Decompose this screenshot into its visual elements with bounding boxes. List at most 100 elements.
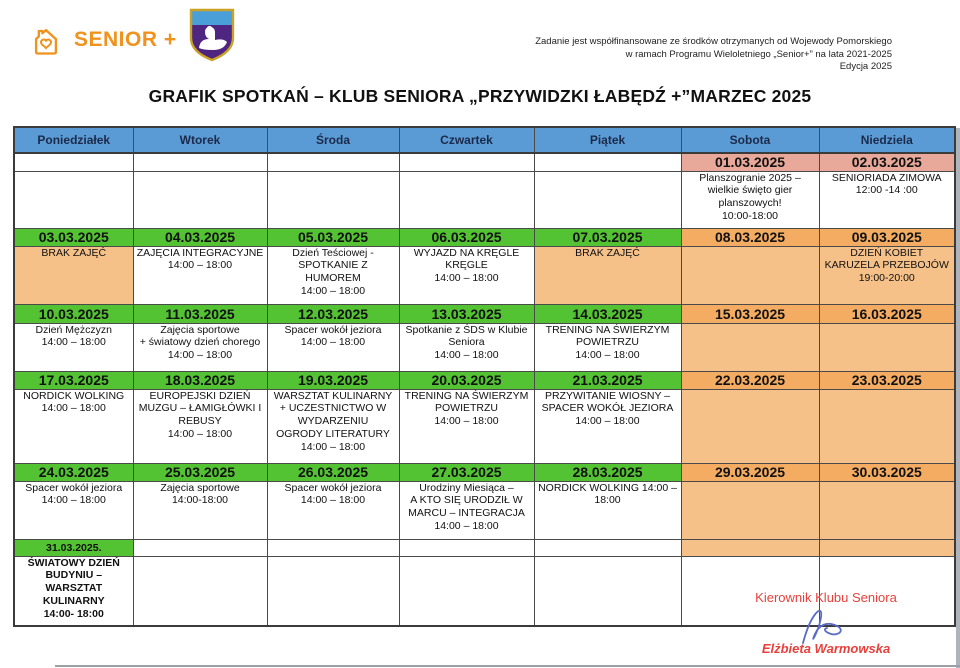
- calendar-cell: 02.03.2025: [818, 152, 956, 172]
- day-header: Czwartek: [398, 126, 535, 154]
- cell-line: 18.03.2025: [164, 372, 236, 388]
- cell-line: 14:00 – 18:00: [434, 519, 499, 532]
- cell-line: planszowych!: [718, 197, 782, 210]
- calendar-cell: [680, 480, 820, 540]
- calendar-cell: [680, 388, 820, 464]
- signature-block: Kierownik Klubu Seniora Elżbieta Warmows…: [700, 590, 952, 656]
- page-title: GRAFIK SPOTKAŃ – KLUB SENIORA „PRZYWIDZK…: [148, 86, 812, 106]
- calendar-cell: 01.03.2025: [680, 152, 820, 172]
- cell-line: 19:00-20:00: [858, 272, 915, 285]
- calendar-row: 01.03.2025 02.03.2025: [13, 152, 956, 172]
- calendar-cell: WARSZTAT KULINARNY + UCZESTNICTWO W WYDARZ…: [266, 388, 400, 464]
- cell-line: Zajęcia sportowe: [160, 481, 240, 494]
- calendar-cell: 13.03.2025: [398, 303, 535, 324]
- calendar-cell: Urodziny Miesiąca – A KTO SIĘ URODZIŁ W MA…: [398, 480, 535, 540]
- calendar-cell: [398, 152, 535, 172]
- calendar-cell: [266, 152, 400, 172]
- cell-line: Spacer wokół jeziora: [284, 323, 382, 336]
- calendar-row: BRAK ZAJĘĆ ZAJĘCIA INTEGRACYJNE 14:00 – 18…: [13, 245, 956, 305]
- cell-line: 13.03.2025: [431, 305, 502, 322]
- calendar-cell: Spacer wokół jeziora 14:00 – 18:00: [266, 322, 400, 372]
- calendar-cell: Spotkanie z ŚDS w Klubie Seniora 14:00 – 1…: [398, 322, 535, 372]
- cell-line: 16.03.2025: [851, 305, 922, 322]
- calendar-cell: 23.03.2025: [818, 370, 956, 390]
- calendar-cell: 17.03.2025: [13, 370, 134, 390]
- cell-line: SPOTKANIE Z: [298, 259, 368, 272]
- calendar-cell: 22.03.2025: [680, 370, 820, 390]
- cell-line: 14:00 – 18:00: [167, 349, 233, 362]
- logo-group: SENIOR +: [28, 8, 237, 62]
- calendar-cell: [533, 170, 682, 229]
- funding-note-line: w ramach Programu Wieloletniego „Senior+…: [625, 48, 892, 60]
- cell-line: BRAK ZAJĘĆ: [575, 246, 640, 259]
- cell-line: PRZYWITANIE WIOSNY –: [544, 389, 671, 402]
- calendar-cell: 10.03.2025: [13, 303, 134, 324]
- calendar-cell: Dzień Teściowej - SPOTKANIE Z HUMOREM 14:00…: [266, 245, 400, 305]
- cell-line: 10:00-18:00: [721, 209, 779, 222]
- calendar-cell: 05.03.2025: [266, 227, 400, 247]
- calendar-cell: [818, 322, 956, 372]
- cell-line: POWIETRZU: [435, 402, 498, 415]
- cell-line: Spacer wokół jeziora: [284, 481, 382, 494]
- cell-line: 17.03.2025: [38, 372, 109, 388]
- calendar-row: NORDICK WOLKING 14:00 – 18:00 EUROPEJSKI D…: [13, 388, 956, 464]
- calendar-cell: 28.03.2025: [533, 462, 682, 482]
- calendar-cell: [818, 480, 956, 540]
- scan-edge-artifact: [956, 128, 960, 668]
- cell-line: 03.03.2025: [38, 229, 109, 245]
- calendar-cell: ZAJĘCIA INTEGRACYJNE 14:00 – 18:00: [132, 245, 268, 305]
- cell-line: 10.03.2025: [38, 305, 109, 322]
- cell-line: Planszogranie 2025 –: [699, 171, 801, 184]
- calendar-cell: ŚWIATOWY DZIEŃ BUDYNIU – WARSZTAT KULINARNY…: [13, 555, 134, 627]
- calendar-row: 31.03.2025.: [13, 538, 956, 557]
- calendar-cell: [266, 555, 400, 627]
- calendar-cell: 11.03.2025: [132, 303, 268, 324]
- calendar-cell: [680, 538, 820, 557]
- cell-line: HUMOREM: [305, 272, 361, 285]
- calendar-row: ŚWIATOWY DZIEŃ BUDYNIU – WARSZTAT KULINARNY…: [13, 555, 956, 627]
- cell-line: POWIETRZU: [576, 336, 639, 349]
- cell-line: 14:00-18:00: [171, 494, 229, 507]
- calendar-cell: [398, 555, 535, 627]
- cell-line: TRENING NA ŚWIERZYM: [545, 323, 670, 336]
- calendar-cell: [680, 322, 820, 372]
- funding-note-line: Edycja 2025: [839, 61, 892, 72]
- calendar-row: 17.03.2025 18.03.2025 19.03.2025 20.03.2025…: [13, 370, 956, 390]
- calendar-cell: 12.03.2025: [266, 303, 400, 324]
- cell-line: 31.03.2025.: [46, 541, 102, 554]
- calendar-cell: PRZYWITANIE WIOSNY – SPACER WOKÓŁ JEZIORA…: [533, 388, 682, 464]
- cell-line: Seniora: [448, 336, 485, 349]
- calendar-cell: 27.03.2025: [398, 462, 535, 482]
- cell-line: 12:00 -14 :00: [855, 184, 918, 197]
- handwritten-signature-icon: [802, 610, 842, 644]
- cell-line: WYDARZENIU: [297, 415, 369, 428]
- cell-line: WYJAZD NA KRĘGLE: [413, 246, 520, 259]
- cell-line: 14:00 – 18:00: [575, 415, 640, 428]
- day-header: Poniedziałek: [13, 126, 134, 154]
- cell-line: 28.03.2025: [572, 464, 643, 480]
- calendar-cell: Spacer wokół jeziora 14:00 – 18:00: [266, 480, 400, 540]
- day-header: Wtorek: [132, 126, 268, 154]
- cell-line: WARSZTAT: [45, 582, 103, 595]
- calendar-cell: 20.03.2025: [398, 370, 535, 390]
- senior-plus-wordmark: SENIOR +: [74, 28, 177, 51]
- cell-line: 05.03.2025: [297, 229, 369, 245]
- calendar-cell: 07.03.2025: [533, 227, 682, 247]
- cell-line: 30.03.2025: [851, 464, 922, 480]
- funding-note: Zadanie jest współfinansowane ze środków…: [535, 36, 892, 74]
- calendar-cell: [398, 538, 535, 557]
- calendar-row: Dzień Mężczyzn 14:00 – 18:00 Zajęcia sport…: [13, 322, 956, 372]
- cell-line: 12.03.2025: [297, 305, 369, 322]
- calendar-cell: 26.03.2025: [266, 462, 400, 482]
- calendar-cell: 31.03.2025.: [13, 538, 134, 557]
- calendar-cell: TRENING NA ŚWIERZYM POWIETRZU 14:00 – 18:0…: [533, 322, 682, 372]
- calendar-cell: [680, 555, 820, 627]
- cell-line: 22.03.2025: [714, 372, 786, 388]
- signature-role: Kierownik Klubu Seniora: [755, 590, 897, 605]
- cell-line: 06.03.2025: [431, 229, 502, 245]
- cell-line: 14:00 – 18:00: [434, 349, 499, 362]
- signature-name: Elżbieta Warmowska: [761, 641, 891, 656]
- calendar-cell: TRENING NA ŚWIERZYM POWIETRZU 14:00 – 18:0…: [398, 388, 535, 464]
- cell-line: 11.03.2025: [165, 305, 235, 322]
